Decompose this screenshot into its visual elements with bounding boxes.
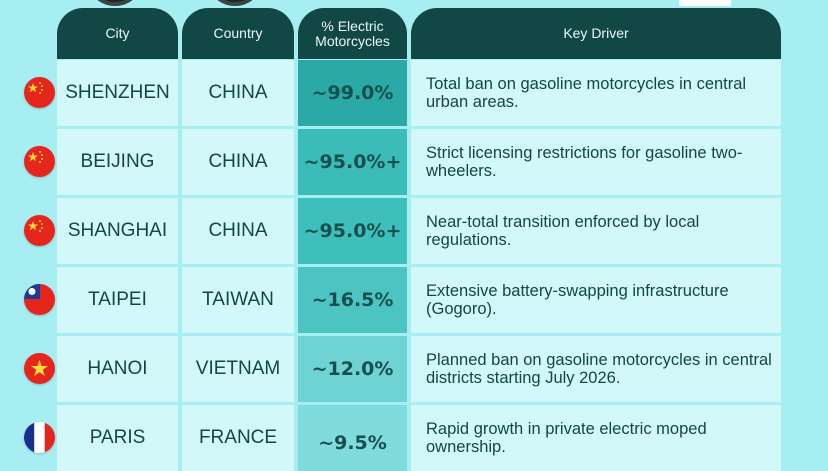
- china-flag-icon: [24, 146, 55, 177]
- motorcycle-tire-icon: [92, 0, 138, 6]
- pct-cell: ~95.0%+: [298, 129, 407, 195]
- driver-cell: Rapid growth in private electric moped o…: [411, 405, 781, 471]
- country-cell: TAIWAN: [182, 267, 294, 333]
- pct-cell: ~9.5%: [298, 405, 407, 471]
- china-flag-icon: [24, 77, 55, 108]
- city-cell: HANOI: [57, 336, 178, 402]
- driver-cell: Total ban on gasoline motorcycles in cen…: [411, 60, 781, 126]
- header-pct: % Electric Motorcycles: [298, 8, 407, 59]
- china-flag-icon: [24, 215, 55, 246]
- city-cell: SHANGHAI: [57, 198, 178, 264]
- country-cell: CHINA: [182, 60, 294, 126]
- pct-cell: ~95.0%+: [298, 198, 407, 264]
- pct-cell: ~16.5%: [298, 267, 407, 333]
- city-cell: BEIJING: [57, 129, 178, 195]
- country-cell: VIETNAM: [182, 336, 294, 402]
- decorative-box: [679, 0, 731, 6]
- city-cell: SHENZHEN: [57, 60, 178, 126]
- pct-cell: ~99.0%: [298, 60, 407, 126]
- taiwan-flag-icon: [24, 284, 55, 315]
- driver-cell: Planned ban on gasoline motorcycles in c…: [411, 336, 781, 402]
- header-driver: Key Driver: [411, 8, 781, 59]
- city-cell: PARIS: [57, 405, 178, 471]
- driver-cell: Strict licensing restrictions for gasoli…: [411, 129, 781, 195]
- pct-cell: ~12.0%: [298, 336, 407, 402]
- country-cell: CHINA: [182, 198, 294, 264]
- vietnam-flag-icon: [24, 353, 55, 384]
- france-flag-icon: [24, 422, 55, 453]
- header-city: City: [57, 8, 178, 59]
- country-cell: FRANCE: [182, 405, 294, 471]
- header-country: Country: [182, 8, 294, 59]
- motorcycle-tire-icon: [212, 0, 258, 6]
- driver-cell: Near-total transition enforced by local …: [411, 198, 781, 264]
- city-cell: TAIPEI: [57, 267, 178, 333]
- driver-cell: Extensive battery-swapping infrastructur…: [411, 267, 781, 333]
- country-cell: CHINA: [182, 129, 294, 195]
